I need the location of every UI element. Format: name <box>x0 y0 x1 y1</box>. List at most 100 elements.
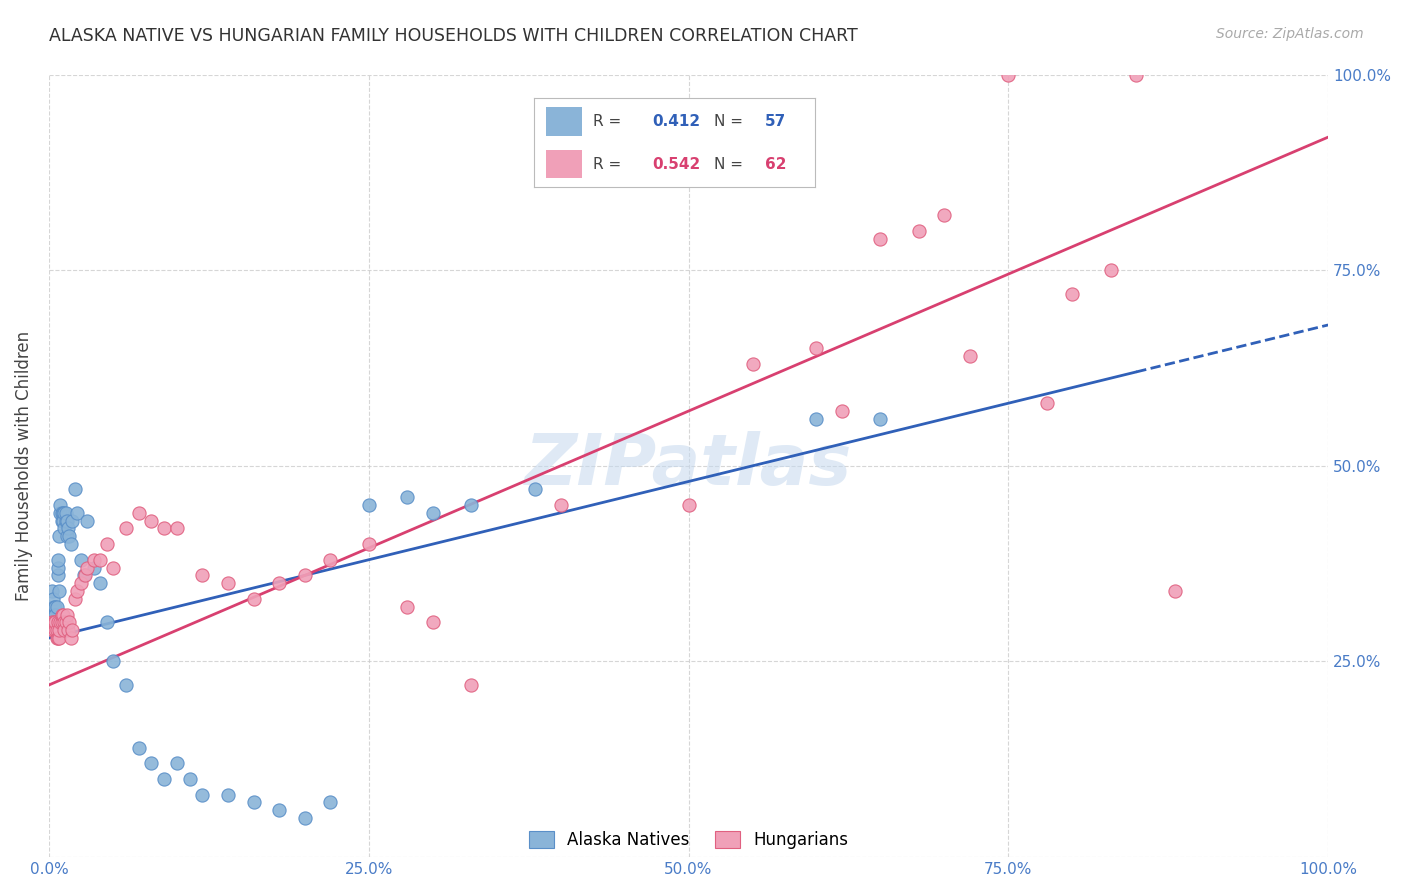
Point <box>357 537 380 551</box>
Point <box>524 483 547 497</box>
Point <box>83 553 105 567</box>
Point <box>242 591 264 606</box>
Point <box>49 615 72 630</box>
Point <box>806 412 828 426</box>
Point <box>1163 584 1185 599</box>
Point <box>128 506 150 520</box>
Text: 0.542: 0.542 <box>652 157 700 171</box>
Point <box>460 498 482 512</box>
Point <box>56 607 79 622</box>
Text: R =: R = <box>593 114 627 128</box>
Point <box>191 568 214 582</box>
Point <box>153 772 176 786</box>
Point <box>45 631 67 645</box>
Point <box>869 232 891 246</box>
Point <box>1099 263 1122 277</box>
Text: Source: ZipAtlas.com: Source: ZipAtlas.com <box>1216 27 1364 41</box>
Point <box>269 576 291 591</box>
Point <box>83 560 105 574</box>
Point <box>166 521 188 535</box>
Point <box>1062 286 1084 301</box>
Legend: Alaska Natives, Hungarians: Alaska Natives, Hungarians <box>529 830 848 849</box>
Point <box>63 591 86 606</box>
Point <box>396 490 419 504</box>
Point <box>89 576 111 591</box>
Point <box>242 796 264 810</box>
Point <box>52 506 75 520</box>
Point <box>101 560 124 574</box>
Text: ZIPatlas: ZIPatlas <box>524 432 852 500</box>
Point <box>806 342 828 356</box>
Point <box>53 615 76 630</box>
Point <box>141 756 163 771</box>
Point <box>76 560 98 574</box>
Point <box>48 529 70 543</box>
Point <box>166 756 188 771</box>
Point <box>96 537 118 551</box>
Y-axis label: Family Households with Children: Family Households with Children <box>15 331 32 601</box>
Point <box>76 514 98 528</box>
Point <box>217 576 239 591</box>
Text: 0.412: 0.412 <box>652 114 700 128</box>
Point <box>460 678 482 692</box>
Point <box>831 404 853 418</box>
Point <box>44 599 66 614</box>
Text: N =: N = <box>714 157 748 171</box>
Point <box>48 584 70 599</box>
Point <box>907 224 929 238</box>
Point <box>52 607 75 622</box>
Point <box>294 568 316 582</box>
Point <box>55 506 77 520</box>
Point <box>59 631 82 645</box>
Point <box>72 568 94 582</box>
Point <box>63 483 86 497</box>
Point <box>73 568 96 582</box>
Point <box>114 521 136 535</box>
Point <box>42 599 65 614</box>
Text: 62: 62 <box>765 157 786 171</box>
Point <box>41 615 63 630</box>
Point <box>58 615 80 630</box>
Point <box>70 576 93 591</box>
Point <box>51 607 73 622</box>
Point <box>51 514 73 528</box>
Point <box>44 623 66 637</box>
Point <box>56 521 79 535</box>
Point <box>51 506 73 520</box>
Point <box>217 788 239 802</box>
Text: ALASKA NATIVE VS HUNGARIAN FAMILY HOUSEHOLDS WITH CHILDREN CORRELATION CHART: ALASKA NATIVE VS HUNGARIAN FAMILY HOUSEH… <box>49 27 858 45</box>
Point <box>89 553 111 567</box>
Point <box>141 514 163 528</box>
Point <box>869 412 891 426</box>
Point <box>53 623 76 637</box>
Point <box>96 615 118 630</box>
Point <box>191 788 214 802</box>
Point <box>49 506 72 520</box>
Point <box>55 615 77 630</box>
Point <box>44 615 66 630</box>
Point <box>45 615 67 630</box>
Point <box>66 506 89 520</box>
Point <box>46 568 69 582</box>
Point <box>55 514 77 528</box>
Point <box>45 599 67 614</box>
Point <box>60 514 83 528</box>
Point <box>49 498 72 512</box>
Point <box>42 623 65 637</box>
Point <box>48 631 70 645</box>
Point <box>46 560 69 574</box>
Point <box>56 623 79 637</box>
Point <box>56 514 79 528</box>
Text: R =: R = <box>593 157 627 171</box>
Point <box>128 740 150 755</box>
Point <box>934 208 956 222</box>
Point <box>357 498 380 512</box>
Point <box>45 623 67 637</box>
Point <box>997 68 1019 82</box>
Point <box>422 615 444 630</box>
Point <box>741 357 763 371</box>
Point <box>56 529 79 543</box>
Point <box>678 498 700 512</box>
Point <box>959 349 981 363</box>
Point <box>1035 396 1057 410</box>
